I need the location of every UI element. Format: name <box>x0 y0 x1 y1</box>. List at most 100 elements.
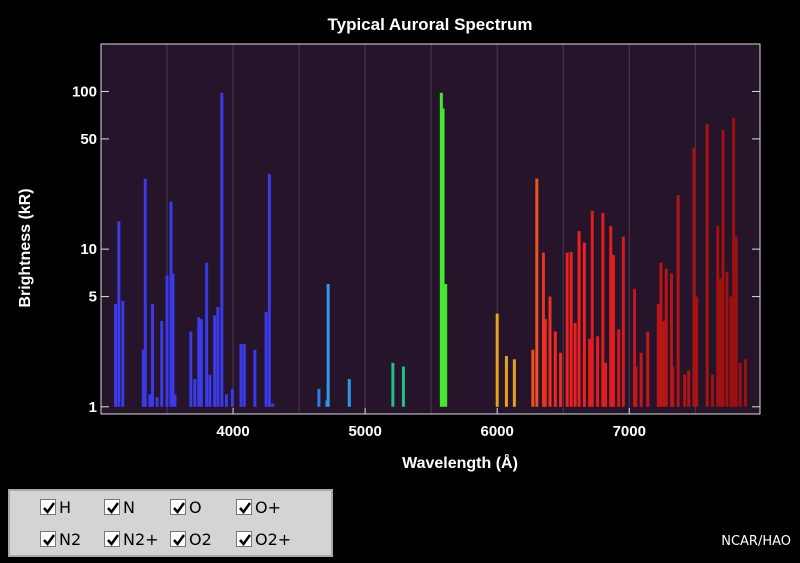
spectral-line-bar <box>216 306 220 407</box>
check-icon <box>107 502 120 515</box>
spectral-line-bar <box>553 331 557 407</box>
spectral-line-bar <box>565 252 569 407</box>
spectral-line-bar <box>213 315 217 407</box>
check-icon <box>107 534 120 547</box>
credit-label: NCAR/HAO <box>721 534 791 549</box>
spectral-line-bar <box>441 108 445 407</box>
spectral-line-bar <box>634 366 638 407</box>
spectral-line-bar <box>611 254 615 407</box>
spectral-line-bar <box>588 338 592 407</box>
axes <box>100 43 761 415</box>
spectral-line-bar <box>495 313 499 407</box>
spectral-line-bar <box>317 388 321 407</box>
spectral-line-bar <box>141 349 145 407</box>
spectral-line-bar <box>271 403 275 407</box>
spectral-line-bar <box>230 388 234 407</box>
spectral-line-bar <box>559 352 563 407</box>
spectrum-chart: Typical Auroral Spectrum 4000 5000 6000 700… <box>17 15 761 472</box>
checkbox-box[interactable] <box>170 499 186 515</box>
checkbox-n2-plus[interactable]: N2+ <box>104 526 159 552</box>
y-axis-label: Brightness (kR) <box>17 188 34 307</box>
x-tick-label: 7000 <box>613 423 646 440</box>
spectral-line-bar <box>734 236 738 407</box>
spectral-line-bar <box>639 352 643 407</box>
spectral-line-bar <box>253 349 257 407</box>
spectral-line-bar <box>121 300 125 407</box>
spectral-line-bar <box>692 147 696 407</box>
spectral-line-bar <box>169 201 173 407</box>
spectral-line-bar <box>621 236 625 407</box>
spectral-line-bar <box>659 262 663 407</box>
spectral-line-bar <box>738 362 742 407</box>
spectral-line-bar <box>155 397 159 407</box>
checkbox-n2[interactable]: N2 <box>40 526 81 552</box>
spectral-line-bar <box>199 319 203 407</box>
spectral-line-bar <box>732 117 736 407</box>
check-icon <box>173 502 186 515</box>
species-selector: H N O O+ N2 N2+ O2 O2+ <box>8 489 333 557</box>
checkbox-o[interactable]: O <box>170 494 202 520</box>
checkbox-box[interactable] <box>40 499 56 515</box>
check-icon <box>43 502 56 515</box>
checkbox-box[interactable] <box>104 531 120 547</box>
checkbox-box[interactable] <box>236 499 252 515</box>
check-icon <box>239 502 252 515</box>
spectral-line-bar <box>617 329 621 407</box>
spectral-line-bar <box>662 321 666 407</box>
checkbox-o2[interactable]: O2 <box>170 526 212 552</box>
y-tick-label: 50 <box>80 131 97 148</box>
checkbox-n[interactable]: N <box>104 494 135 520</box>
spectral-line-bar <box>347 379 351 407</box>
y-tick-labels: 1 5 10 50 100 <box>72 83 97 415</box>
checkbox-o-plus[interactable]: O+ <box>236 494 281 520</box>
spectral-line-bar <box>596 336 600 407</box>
spectral-line-bar <box>504 355 508 407</box>
spectral-line-bar <box>541 252 545 407</box>
spectral-line-bar <box>239 344 243 407</box>
spectral-line-bar <box>220 92 224 407</box>
checkbox-h[interactable]: H <box>40 494 71 520</box>
spectral-line-bar <box>590 210 594 407</box>
spectral-line-bar <box>729 296 733 407</box>
spectral-line-bar <box>208 374 212 407</box>
y-tick-label: 100 <box>72 83 97 100</box>
spectral-line-bar <box>601 212 605 407</box>
spectral-line-bar <box>439 92 443 407</box>
spectral-line-bar <box>664 268 668 407</box>
spectral-line-bar <box>117 221 121 407</box>
grid-lines <box>166 44 696 414</box>
axes-frame <box>100 43 761 415</box>
check-icon <box>173 534 186 547</box>
checkbox-box[interactable] <box>170 531 186 547</box>
checkbox-box[interactable] <box>104 499 120 515</box>
y-tick-label: 10 <box>80 241 97 258</box>
checkbox-box[interactable] <box>236 531 252 547</box>
spectral-line-bar <box>676 195 680 407</box>
spectral-line-bar <box>573 322 577 407</box>
spectral-line-bar <box>721 129 725 407</box>
checkbox-box[interactable] <box>40 531 56 547</box>
spectral-line-bar <box>114 303 118 407</box>
checkbox-o2-plus[interactable]: O2+ <box>236 526 291 552</box>
spectral-line-bar <box>326 284 330 407</box>
spectral-line-bar <box>535 178 539 407</box>
chart-title: Typical Auroral Spectrum <box>328 15 533 34</box>
spectral-line-bar <box>531 349 535 407</box>
spectral-line-bar <box>160 321 164 407</box>
spectral-line-bar <box>656 303 660 407</box>
spectral-line-bar <box>609 226 613 407</box>
spectral-line-bar <box>725 271 729 407</box>
spectral-line-bar <box>391 362 395 407</box>
spectral-line-bar <box>173 394 177 407</box>
x-tick-label: 5000 <box>348 423 381 440</box>
checkbox-label: O2 <box>189 529 212 549</box>
x-tick-labels: 4000 5000 6000 7000 <box>216 423 646 440</box>
spectral-line-bar <box>165 275 169 407</box>
checkbox-label: N2 <box>59 529 82 549</box>
spectral-line-bar <box>193 379 197 407</box>
spectral-line-bar <box>743 359 747 407</box>
checkbox-label: H <box>59 497 72 517</box>
spectral-line-bar <box>143 178 147 407</box>
plot-area <box>101 44 760 414</box>
x-tick-label: 6000 <box>481 423 514 440</box>
